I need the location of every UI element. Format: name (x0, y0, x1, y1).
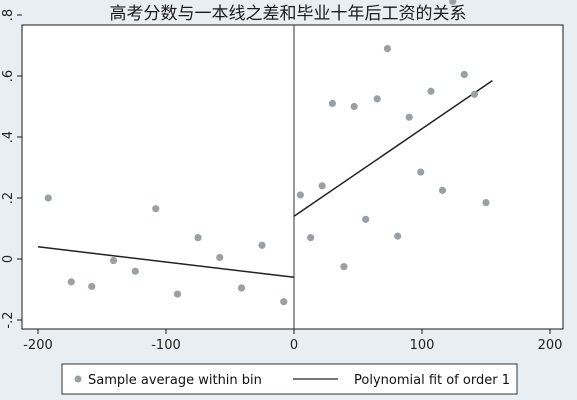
legend: Sample average within bin Polynomial fit… (61, 363, 518, 395)
data-point (449, 0, 457, 5)
data-point (460, 70, 468, 79)
data-point (328, 99, 336, 108)
chart-title: 高考分数与一本线之差和毕业十年后工资的关系 (110, 4, 467, 24)
legend-label-fit: Polynomial fit of order 1 (354, 373, 510, 388)
data-point (307, 234, 315, 242)
legend-box (61, 363, 518, 395)
y-tick-label: .2 (1, 192, 16, 204)
y-tick-label: .6 (1, 70, 16, 82)
data-point (427, 87, 435, 95)
data-point (194, 234, 202, 242)
y-tick-label: .4 (1, 131, 16, 143)
y-tick-label: .8 (1, 9, 16, 21)
data-point (258, 241, 266, 249)
data-point (109, 256, 118, 265)
data-point (173, 290, 182, 298)
data-point (216, 253, 224, 262)
data-point (131, 267, 139, 275)
plot-frame (21, 24, 564, 330)
data-point (405, 113, 413, 121)
data-point (67, 278, 75, 286)
data-point (350, 102, 358, 111)
data-point (362, 215, 370, 223)
data-point (482, 198, 490, 207)
data-point (88, 282, 96, 291)
data-point (470, 90, 479, 98)
x-tick-label: 100 (410, 338, 435, 353)
data-point (237, 284, 246, 292)
x-tick-label: -200 (23, 338, 53, 353)
data-point (340, 263, 348, 271)
fit-line-left (37, 246, 295, 279)
data-point (296, 191, 304, 199)
x-tick-label: 200 (538, 338, 563, 353)
data-point (44, 194, 52, 202)
y-tick-label: -.2 (1, 311, 16, 328)
fit-line-right (293, 79, 493, 217)
legend-label-scatter: Sample average within bin (88, 373, 262, 388)
data-point (383, 44, 392, 53)
fit-lines (37, 79, 493, 279)
x-tick-label: -100 (151, 338, 181, 353)
data-point (280, 298, 288, 306)
data-point (417, 168, 425, 176)
data-point (373, 95, 381, 103)
data-point (318, 182, 326, 190)
data-point (152, 205, 160, 213)
data-point (394, 232, 402, 240)
x-axis: -200 -100 0 100 200 (23, 329, 562, 353)
x-tick-label: 0 (290, 338, 298, 353)
legend-marker-scatter (74, 375, 82, 383)
y-tick-label: 0 (1, 255, 16, 263)
y-axis: -.2 0 .2 .4 .6 .8 (1, 9, 22, 329)
scatter-points (44, 0, 490, 306)
data-point (438, 186, 447, 194)
